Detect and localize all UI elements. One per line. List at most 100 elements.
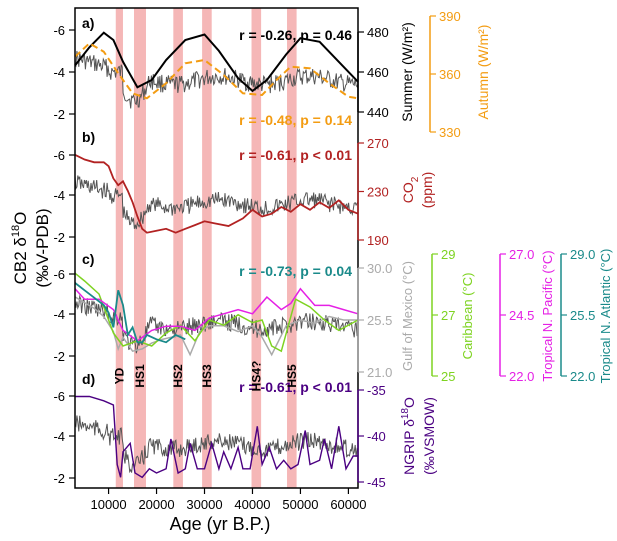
x-tick-label-2: 30000 [186, 497, 222, 512]
caribbean-axis-tick-label-2: 25 [441, 369, 455, 384]
stat-summer: r = -0.26, p = 0.46 [239, 27, 352, 43]
left-axis-label-end: O [11, 212, 30, 225]
cb2-line-panel-d [74, 415, 359, 474]
atlantic-axis-label: Tropical N. Atlantic (°C) [598, 249, 613, 384]
left-tick-label-2-0: -6 [53, 267, 65, 282]
co2-line [74, 153, 359, 234]
event-label-2: HS2 [171, 364, 185, 388]
event-label-0: YD [112, 367, 126, 384]
pacific-axis-tick-label-2: 22.0 [509, 369, 534, 384]
x-tick-label-4: 50000 [282, 497, 318, 512]
pacific-axis-tick-label-0: 27.0 [509, 247, 534, 262]
caribbean-axis-label: Caribbean (°C) [460, 273, 475, 360]
tropical-n-pacific-line [74, 287, 359, 342]
caribbean-axis-tick-label-0: 29 [441, 247, 455, 262]
ngrip-line [75, 395, 358, 479]
x-axis-label: Age (yr B.P.) [170, 514, 271, 534]
gulf-axis-label: Gulf of Mexico (°C) [400, 261, 415, 371]
x-tick-label-1: 20000 [138, 497, 174, 512]
ngrip-axis-label: NGRIP δ18O [400, 397, 417, 475]
stat-atlantic: r = -0.73, p = 0.04 [239, 263, 352, 279]
proxy-series [74, 31, 359, 479]
gulf-axis-tick-label-1: 25.5 [367, 313, 392, 328]
co2-axis-tick-label-2: 190 [367, 233, 389, 248]
left-tick-label-1-1: -4 [53, 188, 65, 203]
pacific-axis-tick-label-1: 24.5 [509, 308, 534, 323]
stat-co2: r = -0.61, p < 0.01 [239, 147, 352, 163]
panel-b-label: b) [82, 129, 95, 145]
left-tick-label-0-0: -6 [53, 23, 65, 38]
tropical-n-atlantic-line [74, 282, 186, 344]
ngrip-axis-tick-label-1: -40 [367, 429, 386, 444]
left-axis-label-main: CB2 δ [11, 237, 30, 284]
co2-axis-label-units: (ppm) [419, 172, 435, 209]
event-label-5: HS5 [285, 364, 299, 388]
shaded-event-hs1 [133, 8, 146, 488]
co2-axis-label: CO2 [400, 176, 421, 203]
left-axis-label: CB2 δ18O (‰V-PDB) [10, 208, 52, 287]
x-axis-ticks: 10000 20000 30000 40000 50000 60000 [90, 488, 366, 512]
autumn-axis-label-part: Autumn (W/m²) [475, 25, 491, 120]
pacific-axis-label-part: Tropical N. Pacific (°C) [540, 250, 555, 381]
shaded-event-hs3 [202, 8, 212, 488]
co2-axis-label-part: 2 [410, 176, 421, 182]
ngrip-axis-label-part: O [401, 397, 417, 408]
left-tick-label-3-0: -6 [53, 389, 65, 404]
stat-ngrip: r = -0.61, p < 0.01 [239, 379, 352, 395]
shaded-event-hs2 [173, 8, 183, 488]
cb2-line-panel-a [74, 50, 359, 109]
svg-text:CB2 δ18O: CB2 δ18O [10, 212, 30, 285]
x-tick-label-0: 10000 [90, 497, 126, 512]
atlantic-axis-tick-label-2: 22.0 [570, 369, 595, 384]
co2-axis-tick-label-0: 270 [367, 136, 389, 151]
co2-axis-label-units-part: (ppm) [419, 172, 435, 209]
ngrip-axis-label-units-part: (‰VSMOW) [421, 397, 437, 475]
panel-d-label: d) [82, 371, 95, 387]
caribbean-axis-label-part: Caribbean (°C) [460, 273, 475, 360]
left-axis-label-sup: 18 [10, 225, 22, 237]
stat-autumn: r = -0.48, p = 0.14 [239, 112, 352, 128]
summer-axis-label: Summer (W/m²) [399, 22, 415, 122]
ngrip-axis-tick-label-2: -45 [367, 475, 386, 490]
event-label-1: HS1 [133, 364, 147, 388]
event-label-3: HS3 [200, 364, 214, 388]
autumn-line [74, 42, 359, 100]
panel-c-label: c) [82, 251, 94, 267]
x-tick-label-5: 60000 [330, 497, 366, 512]
gulf-axis-tick-label-0: 30.0 [367, 261, 392, 276]
gulf-axis-label-part: Gulf of Mexico (°C) [400, 261, 415, 371]
summer-axis-tick-label-2: 440 [367, 105, 389, 120]
right-axes: 480 460 440 Summer (W/m²) 390 360 330 Autumn (W… [357, 9, 613, 490]
left-tick-label-2-2: -2 [53, 349, 65, 364]
left-tick-label-1-0: -6 [53, 148, 65, 163]
left-axis-label-line2: (‰V-PDB) [33, 208, 52, 287]
summer-axis-label-part: Summer (W/m²) [399, 22, 415, 122]
caribbean-line [74, 272, 359, 353]
left-axis-ticks: -6 -4 -2 -6 -4 -2 -6 -4 -2 -6 -4 -2 [53, 23, 75, 486]
cb2-line-panel-b [74, 175, 359, 230]
left-tick-label-3-2: -2 [53, 471, 65, 486]
left-tick-label-0-1: -4 [53, 65, 65, 80]
summer-line [74, 31, 359, 93]
caribbean-axis-tick-label-1: 27 [441, 308, 455, 323]
x-tick-label-3: 40000 [234, 497, 270, 512]
event-label-4: HS4? [249, 361, 263, 392]
atlantic-axis-tick-label-0: 29.0 [570, 247, 595, 262]
gulf-axis-tick-label-2: 21.0 [367, 365, 392, 380]
co2-axis-tick-label-1: 230 [367, 185, 389, 200]
panel-a-label: a) [82, 15, 94, 31]
cb2-line-panel-c [74, 294, 359, 354]
autumn-axis-tick-label-0: 390 [439, 9, 461, 24]
plot-frame [74, 7, 359, 489]
shaded-event-bands [115, 8, 297, 488]
co2-axis-label-part: CO [400, 182, 416, 203]
ngrip-axis-label-part: 18 [400, 408, 411, 420]
left-tick-label-3-1: -4 [53, 429, 65, 444]
gulf-of-mexico-line [74, 296, 358, 357]
summer-axis-tick-label-0: 480 [367, 25, 389, 40]
autumn-axis-tick-label-1: 360 [439, 67, 461, 82]
atlantic-axis-label-part: Tropical N. Atlantic (°C) [598, 249, 613, 384]
left-tick-label-2-1: -4 [53, 307, 65, 322]
shaded-event-yd [115, 8, 123, 488]
